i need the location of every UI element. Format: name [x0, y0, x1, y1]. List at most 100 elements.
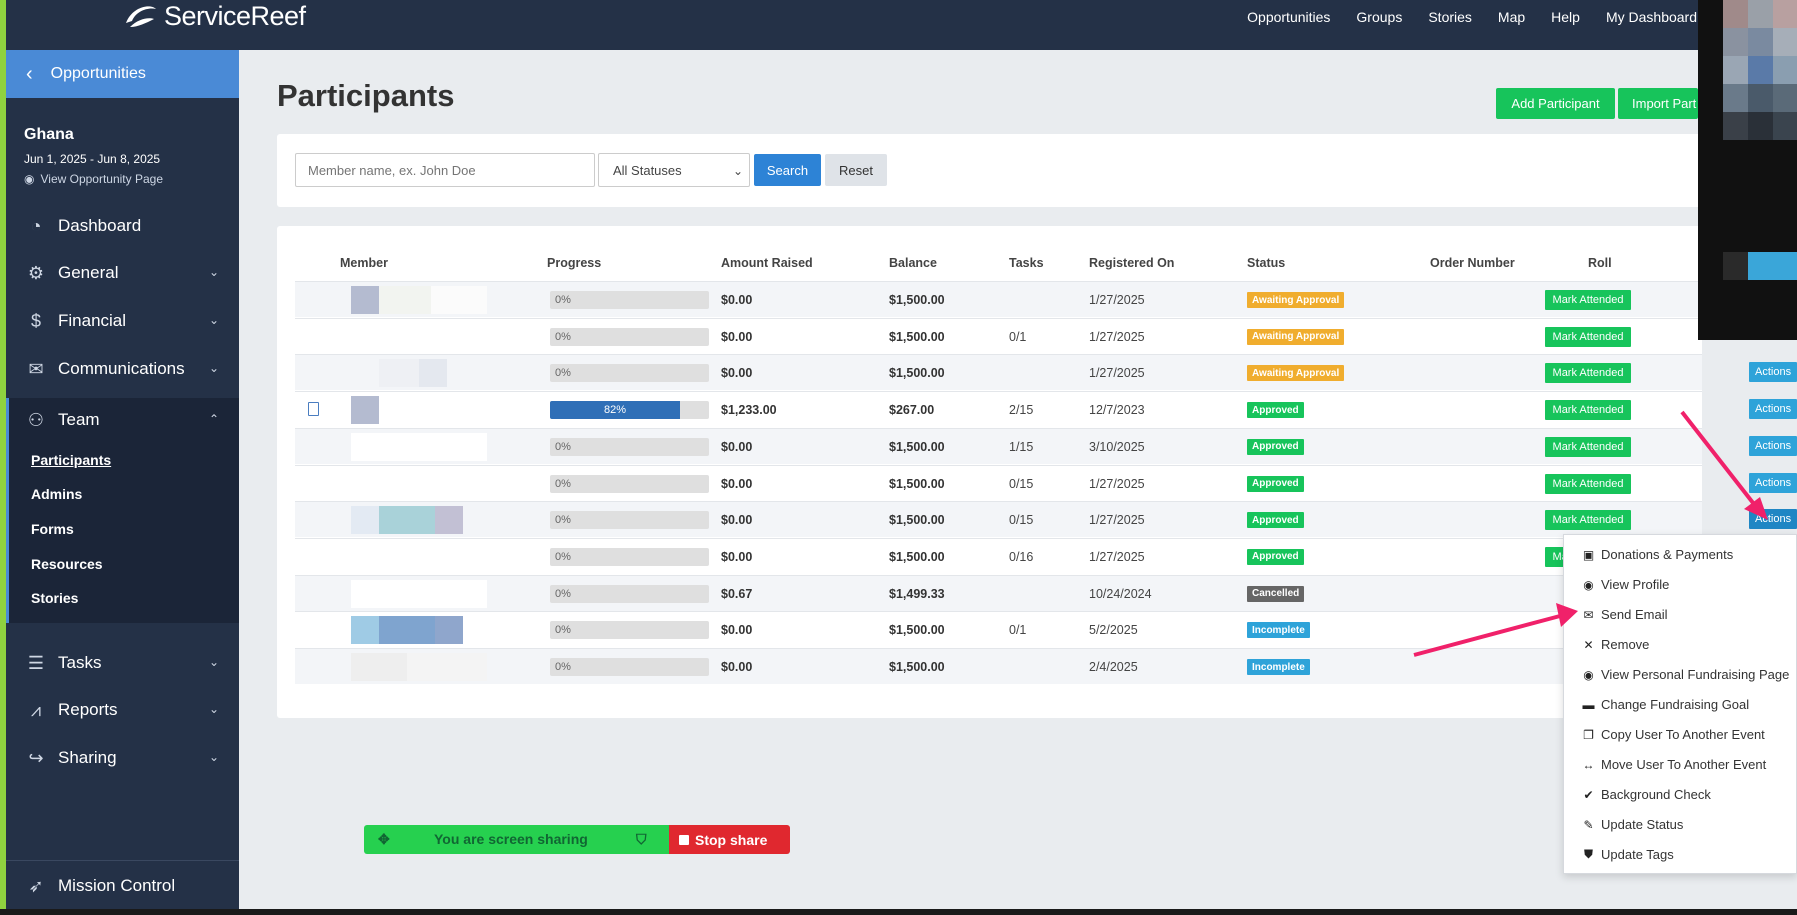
balance: $1,500.00 [889, 329, 945, 344]
menu-item-remove[interactable]: ✕ Remove [1581, 637, 1649, 652]
nav-stories[interactable]: Stories [1428, 9, 1472, 25]
table-row[interactable]: 82% $1,233.00 $267.00 2/15 12/7/2023 Approved… [295, 391, 1702, 427]
menu-item-send-email[interactable]: ✉ Send Email [1581, 607, 1667, 622]
mark-attended-button[interactable]: Mark Attended [1545, 400, 1631, 421]
menu-item-label: Update Status [1601, 817, 1684, 832]
dashboard-icon: ◔ [30, 215, 42, 236]
status-badge: Approved [1247, 548, 1304, 565]
nav-groups[interactable]: Groups [1356, 9, 1403, 25]
menu-item-donations-payments[interactable]: ▣ Donations & Payments [1581, 547, 1733, 562]
sidebar-footer: ➶ Mission Control [6, 860, 239, 910]
col-member[interactable]: Member [340, 256, 388, 270]
back-to-opportunities[interactable]: ‹ Opportunities [6, 50, 239, 98]
mark-attended-button[interactable]: Mark Attended [1545, 326, 1631, 347]
col-status[interactable]: Status [1247, 256, 1286, 270]
col-progress[interactable]: Progress [547, 256, 602, 270]
sidebar-item-reports[interactable]: ⩘ Reports ⌄ [6, 688, 239, 732]
actions-button[interactable]: Actions [1749, 472, 1797, 493]
table-row[interactable]: 0% $0.00 $1,500.00 1/15 3/10/2025 Approved Mar… [295, 427, 1702, 464]
menu-item-copy-user-to-another-event[interactable]: ❐ Copy User To Another Event [1581, 727, 1765, 742]
view-opportunity-label: View Opportunity Page [40, 172, 164, 186]
sidebar-item-label: Team [58, 410, 100, 429]
nav-my-dashboard[interactable]: My Dashboard [1605, 9, 1697, 25]
stop-share-button[interactable]: Stop share [669, 825, 790, 854]
table-row[interactable]: 0% $0.00 $1,500.00 1/27/2025 Awaiting Approv… [295, 354, 1702, 391]
mark-attended-button[interactable]: Mark Attended [1545, 436, 1631, 457]
redacted-member-cell [351, 432, 487, 461]
sidebar-item-financial[interactable]: $ Financial ⌄ [6, 299, 239, 343]
actions-button[interactable]: Actions [1749, 362, 1797, 383]
redacted-member-cell [379, 616, 435, 645]
add-participant-button[interactable]: Add Participant [1496, 88, 1615, 119]
sidebar-item-label: Reports [58, 700, 118, 719]
table-row[interactable]: 0% $0.00 $1,500.00 0/1 5/2/2025 Incomplete [295, 611, 1702, 647]
status-select[interactable]: All Statuses ⌄ [598, 153, 750, 187]
drag-handle-icon[interactable]: ✥ [378, 831, 390, 847]
amount-raised: $0.00 [721, 366, 753, 381]
stop-square-icon [679, 834, 689, 845]
redacted-member-cell [435, 506, 463, 535]
table-row[interactable]: 0% $0.67 $1,499.33 10/24/2024 Cancelled [295, 574, 1702, 611]
menu-item-update-status[interactable]: ✎ Update Status [1581, 817, 1683, 832]
top-nav: Opportunities Groups Stories Map Help My… [1221, 0, 1697, 34]
nav-map[interactable]: Map [1497, 9, 1526, 25]
sidebar-item-team[interactable]: ⚇ Team ⌃ [6, 398, 239, 442]
col-roll[interactable]: Roll [1588, 256, 1612, 270]
progress-fill [550, 401, 681, 420]
status-badge: Approved [1247, 512, 1304, 529]
sidebar-item-sharing[interactable]: ↪ Sharing ⌄ [6, 736, 239, 780]
screen-share-indicator[interactable]: ✥ You are screen sharing ⛉ [364, 825, 669, 854]
sidebar-item-communications[interactable]: ✉ Communications ⌄ [6, 347, 239, 391]
arrows-icon: ↔ [1582, 757, 1595, 772]
menu-item-background-check[interactable]: ✔ Background Check [1581, 787, 1710, 802]
menu-item-update-tags[interactable]: ⛊ Update Tags [1581, 847, 1674, 862]
sidebar-item-general[interactable]: ⚙ General ⌄ [6, 251, 239, 295]
table-row[interactable]: 0% $0.00 $1,500.00 1/27/2025 Awaiting Approv… [295, 281, 1702, 317]
search-button[interactable]: Search [754, 154, 821, 186]
actions-button[interactable]: Actions [1749, 509, 1797, 530]
gear-icon: ⚙ [27, 262, 45, 283]
amount-raised: $0.67 [721, 586, 753, 601]
col-order-number[interactable]: Order Number [1430, 256, 1515, 270]
mark-attended-button[interactable]: Mark Attended [1545, 363, 1631, 384]
actions-button[interactable]: Actions [1749, 435, 1797, 456]
redacted-member-cell [351, 469, 487, 498]
note-icon[interactable] [308, 402, 319, 417]
table-row[interactable]: 0%$0.00$1,500.000/161/27/2025ApprovedMar… [295, 537, 1702, 574]
sidebar-item-dashboard[interactable]: ◔ Dashboard [6, 204, 239, 248]
menu-item-label: Change Fundraising Goal [1601, 697, 1750, 712]
member-search-input[interactable] [295, 153, 595, 187]
col-balance[interactable]: Balance [889, 256, 937, 270]
menu-item-view-personal-fundraising-page[interactable]: ◉ View Personal Fundraising Page [1581, 667, 1789, 682]
menu-item-move-user-to-another-event[interactable]: ↔ Move User To Another Event [1581, 757, 1767, 772]
mark-attended-button[interactable]: Mark Attended [1545, 510, 1631, 531]
menu-item-view-profile[interactable]: ◉ View Profile [1581, 577, 1669, 592]
balance: $1,500.00 [889, 623, 945, 638]
redacted-member-cell [351, 286, 379, 314]
nav-opportunities[interactable]: Opportunities [1247, 9, 1331, 25]
menu-item-change-fundraising-goal[interactable]: ▬ Change Fundraising Goal [1581, 697, 1750, 712]
mark-attended-button[interactable]: Mark Attended [1545, 473, 1631, 494]
sidebar-sub-participants[interactable]: Participants [31, 452, 112, 468]
sidebar-sub-forms[interactable]: Forms [31, 521, 74, 537]
mission-control-link[interactable]: ➶ Mission Control [6, 864, 239, 908]
view-opportunity-link[interactable]: ◉ View Opportunity Page [24, 172, 239, 186]
sidebar-sub-resources[interactable]: Resources [31, 556, 103, 572]
col-tasks[interactable]: Tasks [1009, 256, 1044, 270]
table-row[interactable]: 0% $0.00 $1,500.00 2/4/2025 Incomplete [295, 648, 1702, 684]
sidebar-item-tasks[interactable]: ☰ Tasks ⌄ [6, 641, 239, 685]
reset-button[interactable]: Reset [825, 154, 887, 186]
col-registered-on[interactable]: Registered On [1089, 256, 1175, 270]
sidebar-sub-admins[interactable]: Admins [31, 486, 83, 502]
import-participants-button[interactable]: Import Part [1618, 88, 1698, 119]
col-amount-raised[interactable]: Amount Raised [721, 256, 813, 270]
mark-attended-button[interactable]: Mark Attended [1545, 290, 1631, 310]
table-row[interactable]: 0% $0.00 $1,500.00 0/15 1/27/2025 Approved Mar… [295, 464, 1702, 501]
table-row[interactable]: 0% $0.00 $1,500.00 0/15 1/27/2025 Approved Mar… [295, 501, 1702, 538]
actions-button[interactable]: Actions [1749, 399, 1797, 420]
table-row[interactable]: 0% $0.00 $1,500.00 0/1 1/27/2025 Awaiting App… [295, 317, 1702, 354]
mission-control-label: Mission Control [58, 876, 176, 895]
nav-help[interactable]: Help [1551, 9, 1580, 25]
servicereef-logo[interactable]: ServiceReef [122, 0, 306, 32]
sidebar-sub-stories[interactable]: Stories [31, 590, 79, 606]
